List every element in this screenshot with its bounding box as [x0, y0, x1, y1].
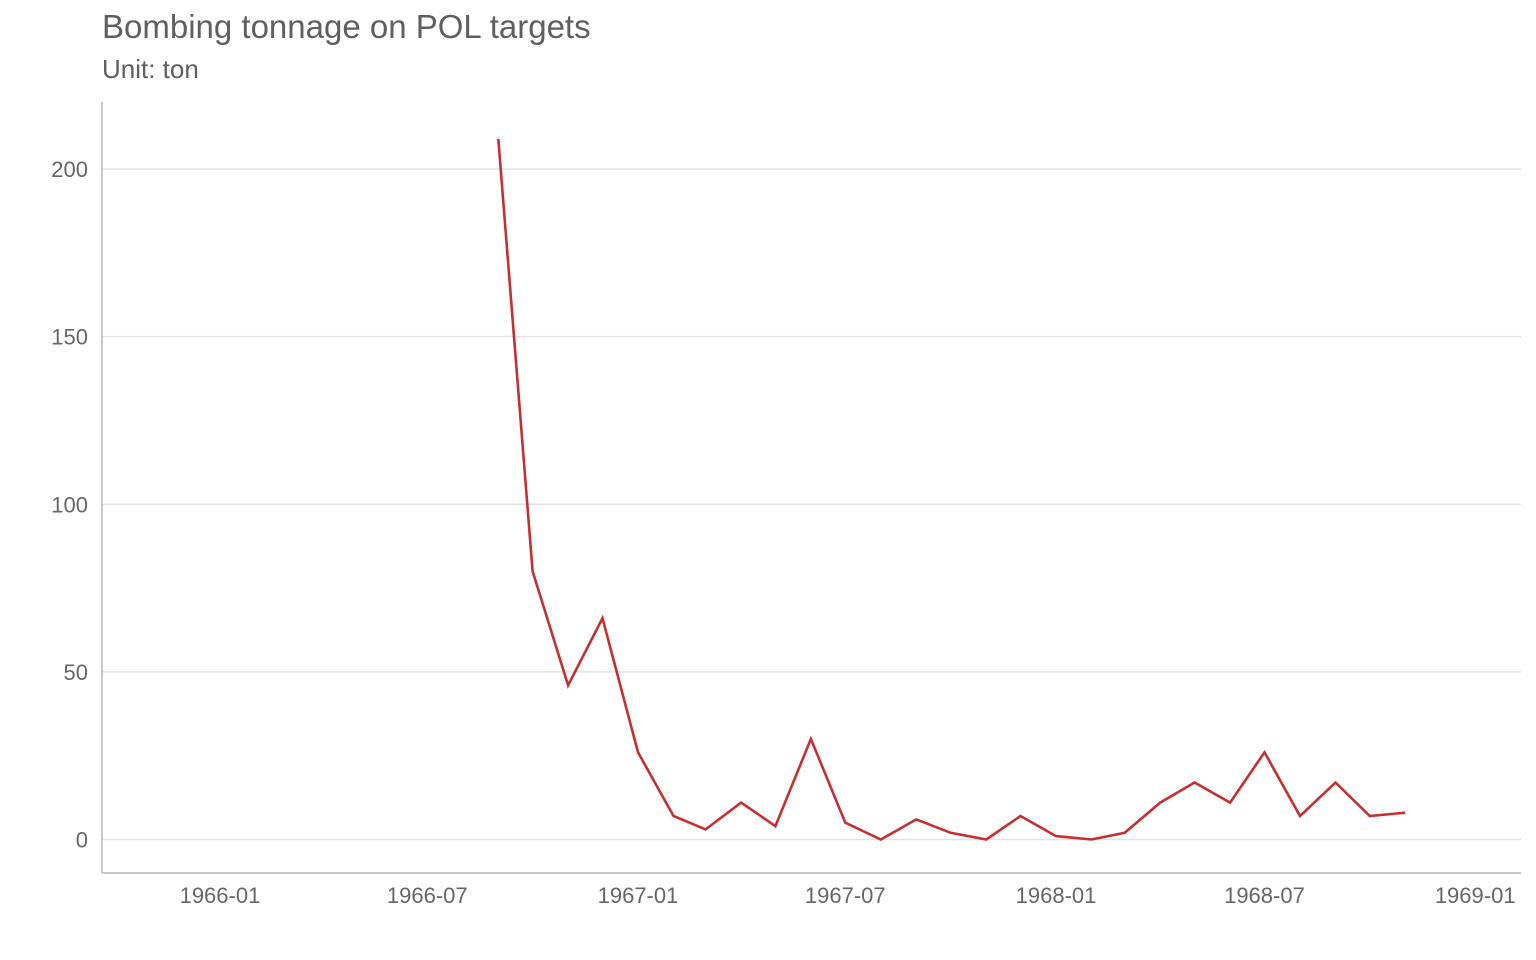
y-axis-ticks: 0 50 100 150 200 [51, 157, 88, 852]
grid [102, 168, 1521, 841]
y-tick-label: 50 [64, 660, 88, 685]
y-tick-label: 200 [51, 157, 88, 182]
y-tick-label: 150 [51, 325, 88, 350]
x-tick-label: 1968-07 [1224, 883, 1305, 908]
x-tick-label: 1966-01 [180, 883, 261, 908]
x-tick-label: 1968-01 [1016, 883, 1097, 908]
series-line [497, 138, 1406, 841]
chart-title: Bombing tonnage on POL targets [102, 8, 591, 45]
series-group [497, 138, 1406, 841]
x-tick-label: 1967-01 [598, 883, 679, 908]
x-tick-label: 1969-01 [1435, 883, 1516, 908]
y-tick-label: 0 [76, 827, 88, 852]
x-tick-label: 1966-07 [387, 883, 468, 908]
x-axis-ticks: 1966-01 1966-07 1967-01 1967-07 1968-01 1968-… [180, 883, 1516, 908]
x-tick-label: 1967-07 [805, 883, 886, 908]
chart-subtitle: Unit: ton [102, 54, 199, 84]
y-tick-label: 100 [51, 492, 88, 517]
